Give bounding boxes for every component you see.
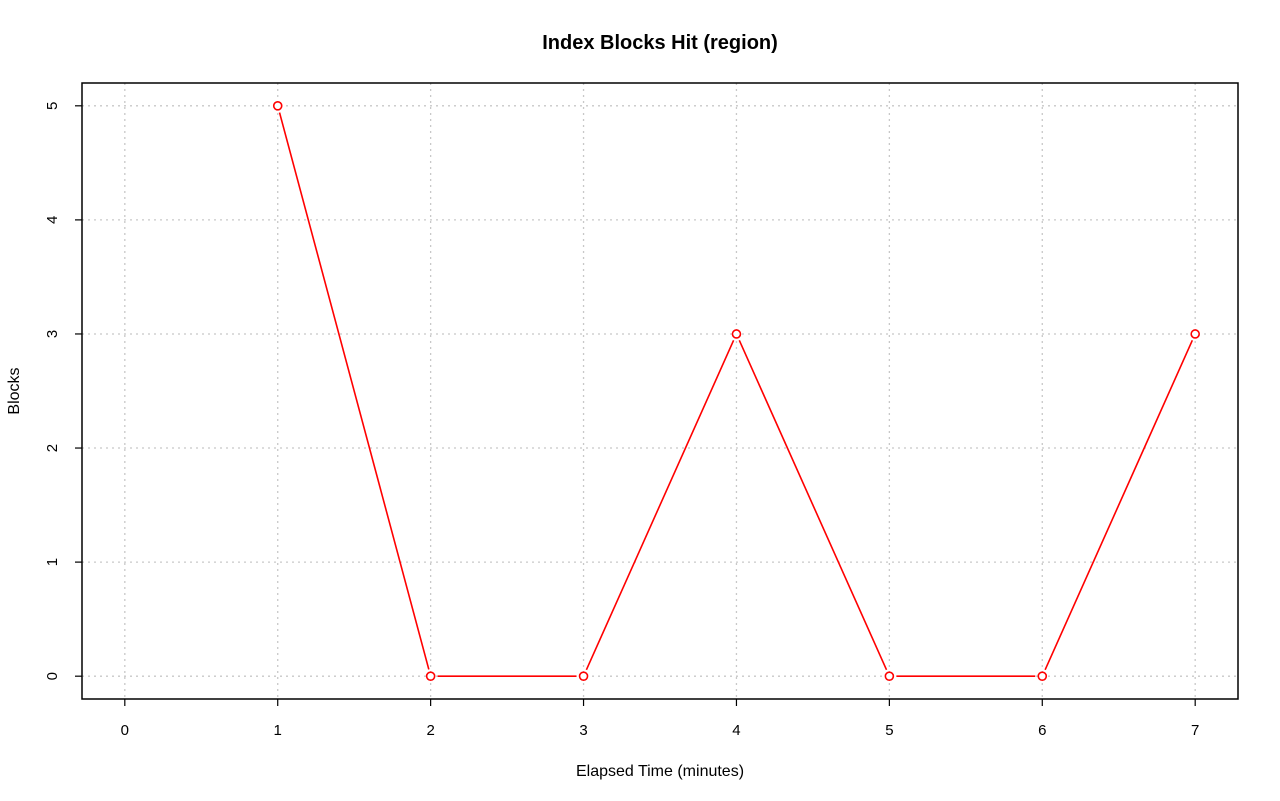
y-tick-label: 2: [44, 444, 61, 452]
x-axis: 0 1 2 3 4 5 6 7: [121, 699, 1199, 739]
x-tick-label: 2: [426, 722, 434, 739]
data-point: [578, 671, 589, 681]
x-tick-label: 3: [579, 722, 587, 739]
series-segment: [278, 112, 430, 670]
x-tick-label: 4: [732, 722, 740, 739]
y-axis: 0 1 2 3 4 5: [44, 102, 82, 680]
chart-title: Index Blocks Hit (region): [542, 32, 778, 54]
x-tick-label: 0: [121, 722, 129, 739]
x-tick-label: 1: [274, 722, 282, 739]
data-point: [884, 671, 895, 681]
y-tick-label: 0: [44, 672, 61, 680]
series-segment: [585, 340, 735, 671]
y-tick-label: 1: [44, 558, 61, 566]
series-segment: [738, 340, 888, 671]
plot-frame: [81, 82, 1239, 700]
y-tick-label: 3: [44, 330, 61, 338]
y-tick-label: 4: [44, 216, 61, 224]
data-point: [1190, 329, 1200, 339]
x-tick-label: 6: [1038, 722, 1046, 739]
grid: [82, 83, 1238, 699]
series-layer: [272, 101, 1200, 681]
data-point: [425, 671, 436, 681]
data-point: [272, 101, 283, 111]
y-tick-label: 5: [44, 102, 61, 110]
x-tick-label: 5: [885, 722, 893, 739]
y-axis-label: Blocks: [6, 367, 23, 414]
data-point: [731, 329, 742, 339]
series-segment: [1044, 340, 1194, 671]
data-point: [1037, 671, 1048, 681]
x-tick-label: 7: [1191, 722, 1199, 739]
x-axis-label: Elapsed Time (minutes): [576, 763, 744, 780]
